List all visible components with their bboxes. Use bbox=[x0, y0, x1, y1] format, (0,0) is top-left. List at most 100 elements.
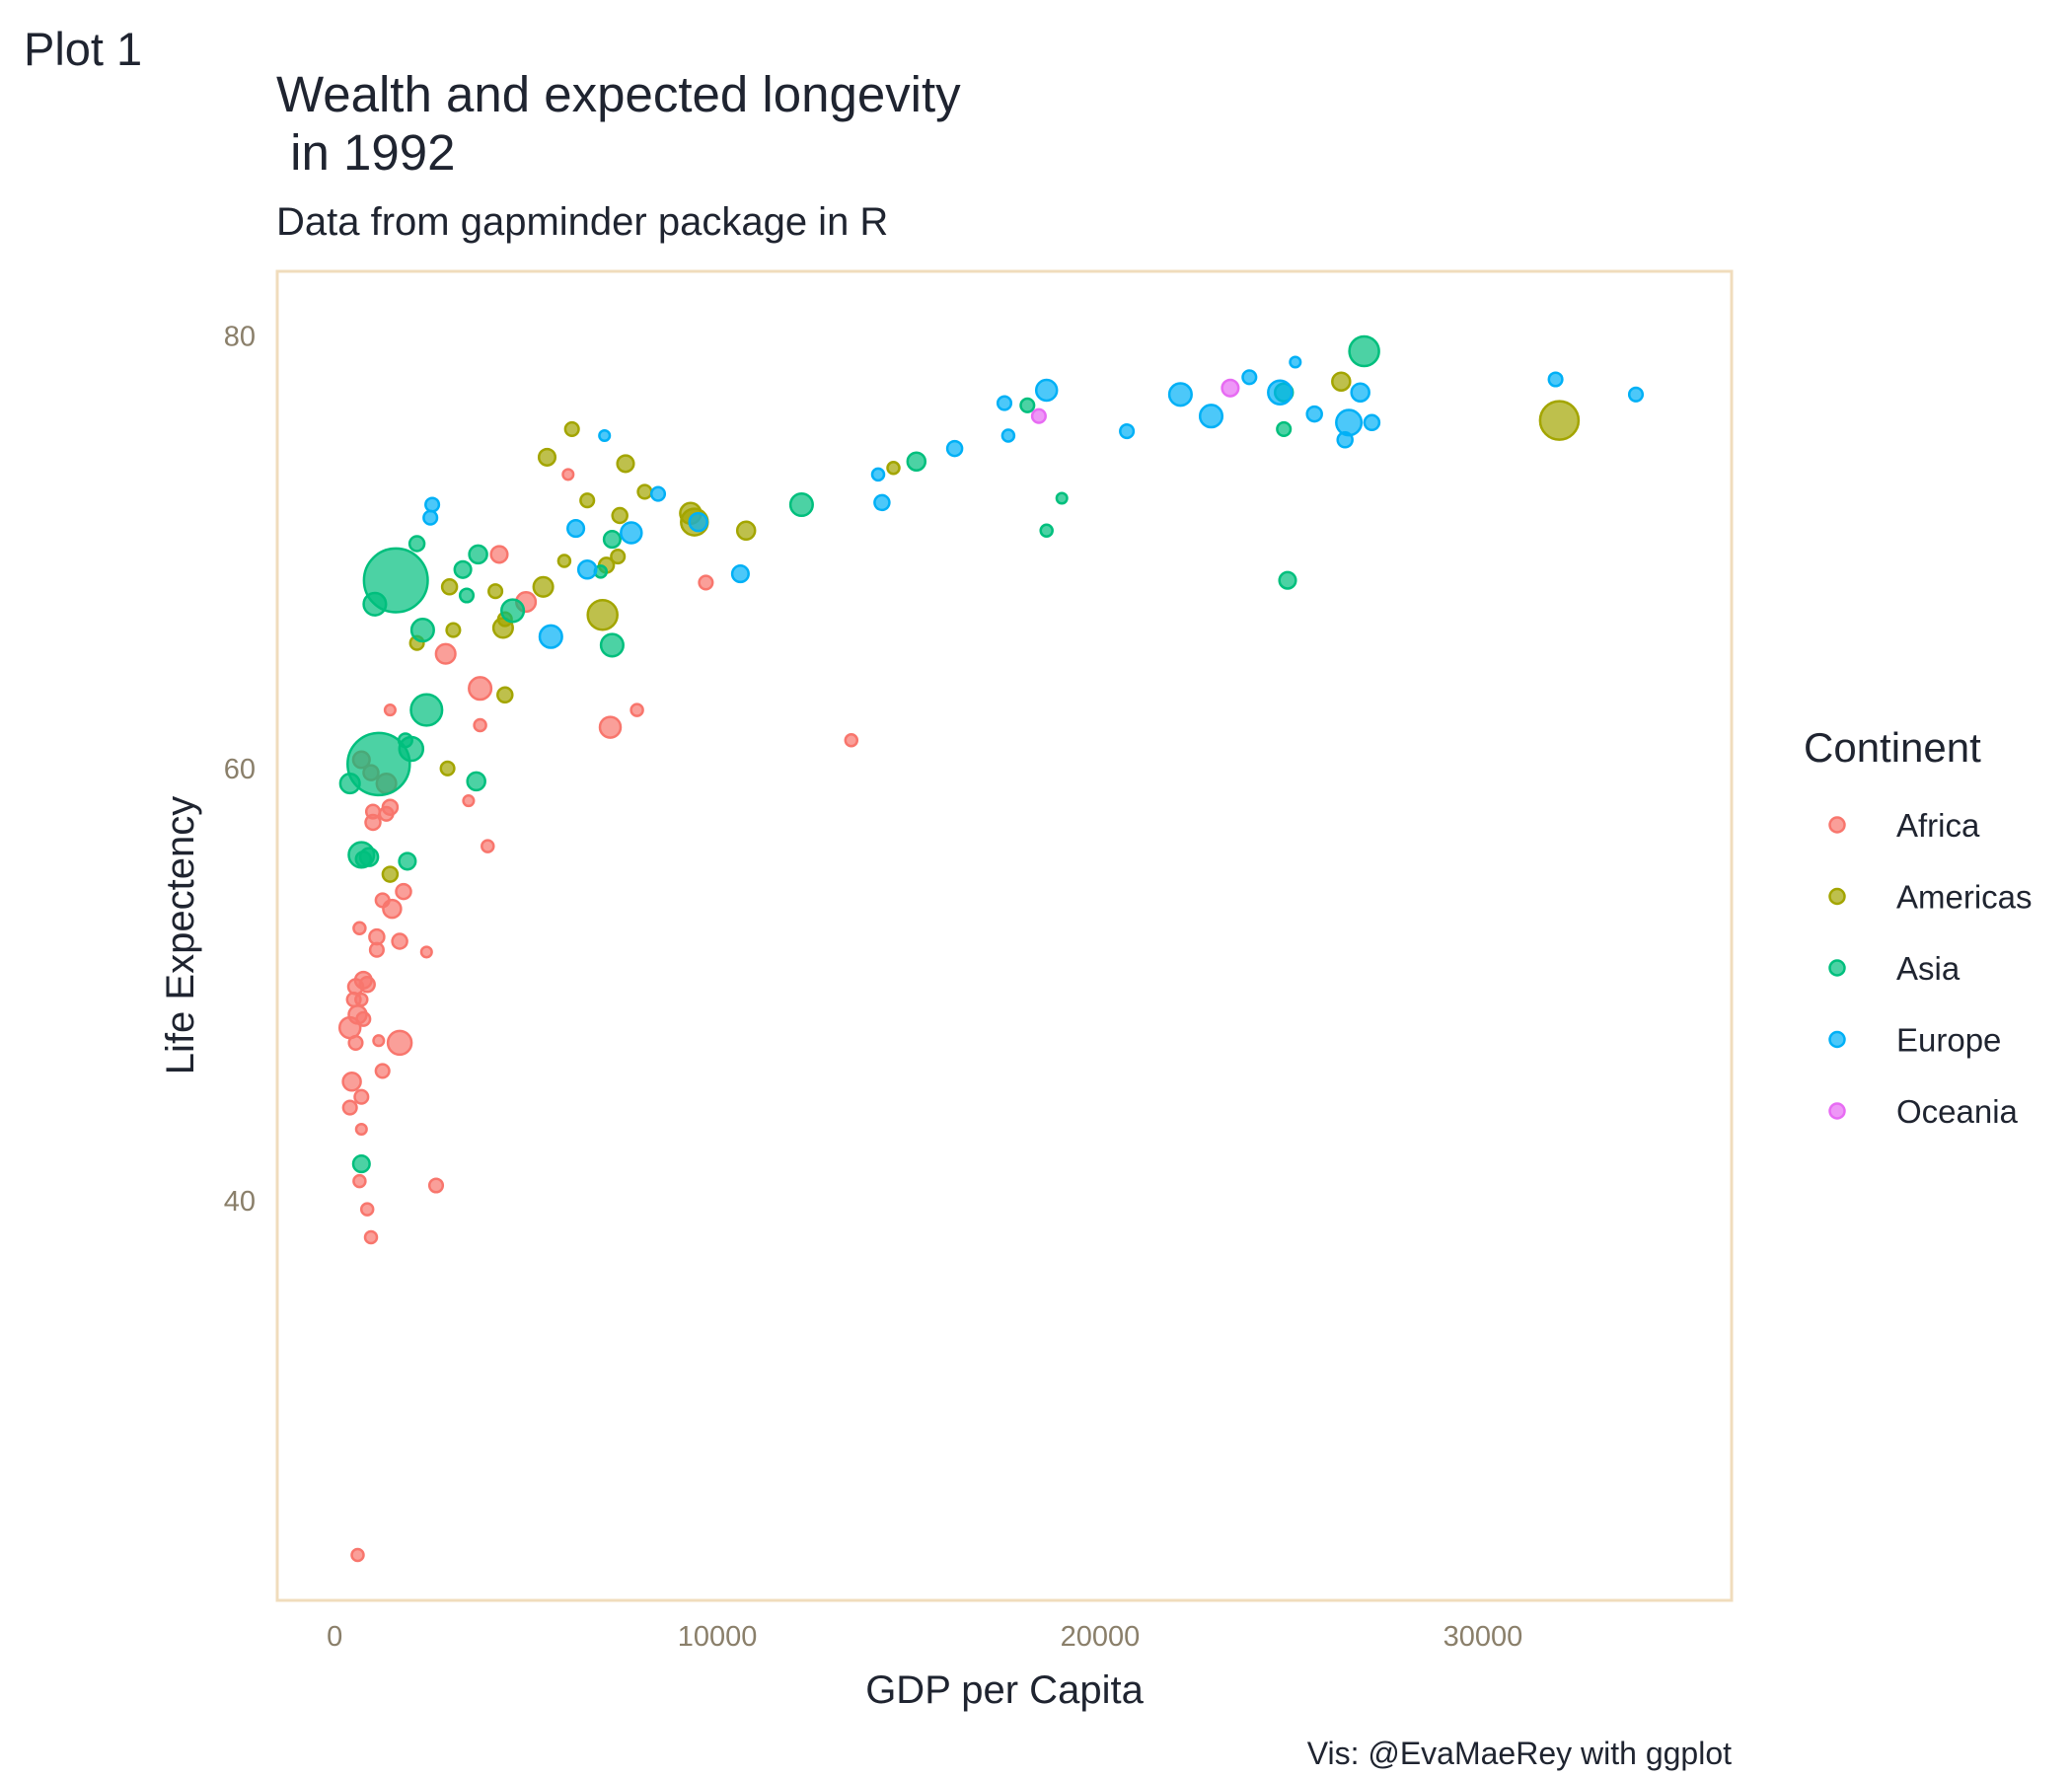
point-americas-7 bbox=[586, 598, 619, 631]
point-africa-5 bbox=[374, 1063, 391, 1079]
point-africa-34 bbox=[462, 794, 476, 808]
point-africa-44 bbox=[434, 642, 457, 665]
legend-key-asia bbox=[1828, 959, 1846, 977]
point-asia-28 bbox=[1019, 397, 1036, 413]
point-asia-18 bbox=[453, 559, 473, 579]
point-americas-0 bbox=[381, 865, 400, 883]
point-africa-43 bbox=[468, 676, 493, 702]
point-asia-3 bbox=[358, 847, 380, 867]
point-asia-16 bbox=[458, 587, 476, 604]
point-africa-8 bbox=[341, 1072, 362, 1092]
point-americas-25 bbox=[1538, 400, 1581, 441]
point-africa-20 bbox=[353, 970, 373, 990]
point-africa-12 bbox=[386, 1029, 413, 1057]
point-europe-17 bbox=[1335, 408, 1364, 437]
point-africa-6 bbox=[354, 1122, 368, 1137]
point-americas-18 bbox=[579, 492, 596, 509]
point-europe-4 bbox=[566, 519, 586, 539]
legend-key-africa bbox=[1828, 816, 1846, 834]
point-asia-4 bbox=[398, 851, 417, 871]
point-europe-2 bbox=[576, 559, 598, 580]
y-axis-title: Life Expectency bbox=[159, 796, 202, 1074]
legend-label-americas: Americas bbox=[1896, 879, 2033, 916]
point-africa-33 bbox=[381, 798, 400, 816]
chart-title-line-2: in 1992 bbox=[276, 124, 456, 181]
point-americas-22 bbox=[537, 447, 557, 467]
point-americas-24 bbox=[1331, 371, 1352, 392]
x-axis-title: GDP per Capita bbox=[865, 1668, 1144, 1712]
point-africa-38 bbox=[844, 733, 859, 748]
point-asia-0 bbox=[351, 1154, 371, 1174]
point-africa-24 bbox=[391, 932, 408, 950]
point-africa-3 bbox=[427, 1177, 445, 1194]
point-americas-13 bbox=[610, 549, 627, 565]
point-americas-21 bbox=[616, 454, 635, 474]
chart-subtitle: Data from gapminder package in R bbox=[276, 200, 888, 244]
point-africa-40 bbox=[598, 715, 623, 739]
point-asia-17 bbox=[1278, 570, 1297, 590]
point-africa-0 bbox=[350, 1547, 365, 1563]
legend-label-asia: Asia bbox=[1896, 950, 1961, 987]
point-asia-11 bbox=[599, 632, 625, 658]
y-tick-label-80: 80 bbox=[224, 322, 256, 353]
point-africa-25 bbox=[352, 921, 367, 936]
legend-label-oceania: Oceania bbox=[1896, 1093, 2019, 1130]
y-tick-label-40: 40 bbox=[224, 1186, 256, 1218]
point-europe-24 bbox=[1350, 382, 1370, 403]
point-americas-1 bbox=[439, 760, 456, 777]
point-americas-15 bbox=[611, 506, 629, 525]
point-europe-6 bbox=[688, 511, 708, 533]
point-europe-5 bbox=[422, 509, 439, 526]
point-americas-19 bbox=[636, 483, 653, 500]
point-asia-27 bbox=[1276, 420, 1293, 437]
point-asia-23 bbox=[1039, 523, 1054, 539]
x-tick-label-0: 0 bbox=[327, 1621, 342, 1653]
point-europe-21 bbox=[1167, 382, 1193, 407]
point-africa-29 bbox=[481, 839, 495, 853]
point-europe-13 bbox=[598, 428, 612, 443]
point-europe-20 bbox=[996, 395, 1013, 411]
point-africa-15 bbox=[355, 1010, 372, 1027]
points-layer bbox=[337, 334, 1645, 1563]
point-africa-7 bbox=[341, 1099, 358, 1116]
y-tick-label-60: 60 bbox=[224, 754, 256, 785]
point-asia-21 bbox=[407, 535, 426, 553]
point-africa-31 bbox=[364, 803, 382, 820]
point-africa-41 bbox=[383, 703, 397, 717]
legend-key-oceania bbox=[1828, 1102, 1846, 1120]
point-europe-12 bbox=[1000, 428, 1016, 443]
point-asia-22 bbox=[602, 530, 622, 550]
point-europe-26 bbox=[1289, 355, 1302, 369]
x-tick-label-30000: 30000 bbox=[1443, 1621, 1523, 1653]
point-africa-27 bbox=[374, 892, 391, 909]
point-asia-13 bbox=[500, 598, 526, 624]
point-europe-27 bbox=[1547, 371, 1564, 388]
point-europe-22 bbox=[1034, 378, 1059, 403]
point-europe-15 bbox=[1198, 404, 1224, 429]
point-americas-2 bbox=[496, 686, 514, 704]
chart-title-line-1: Wealth and expected longevity bbox=[276, 66, 961, 122]
point-americas-23 bbox=[563, 420, 580, 437]
point-oceania-1 bbox=[1221, 378, 1240, 398]
point-asia-26 bbox=[906, 451, 927, 472]
point-europe-8 bbox=[649, 485, 667, 502]
point-asia-12 bbox=[409, 618, 435, 643]
point-americas-14 bbox=[735, 520, 757, 542]
x-tick-label-10000: 10000 bbox=[678, 1621, 758, 1653]
point-europe-16 bbox=[1305, 405, 1323, 423]
point-africa-22 bbox=[419, 945, 433, 959]
point-asia-5 bbox=[466, 771, 486, 792]
legend-label-europe: Europe bbox=[1896, 1022, 2001, 1059]
point-europe-25 bbox=[1241, 369, 1258, 386]
legend-key-americas bbox=[1828, 887, 1846, 906]
point-europe-14 bbox=[1119, 423, 1136, 440]
point-americas-4 bbox=[445, 622, 462, 638]
plot-tag: Plot 1 bbox=[24, 23, 142, 75]
point-africa-2 bbox=[359, 1202, 375, 1217]
legend-label-africa: Africa bbox=[1896, 807, 1980, 844]
point-africa-47 bbox=[489, 545, 509, 564]
point-asia-7 bbox=[346, 731, 411, 797]
legend: Africa Americas Asia Europe Oceania bbox=[1828, 807, 2033, 1130]
caption: Vis: @EvaMaeRey with ggplot bbox=[1307, 1736, 1732, 1771]
